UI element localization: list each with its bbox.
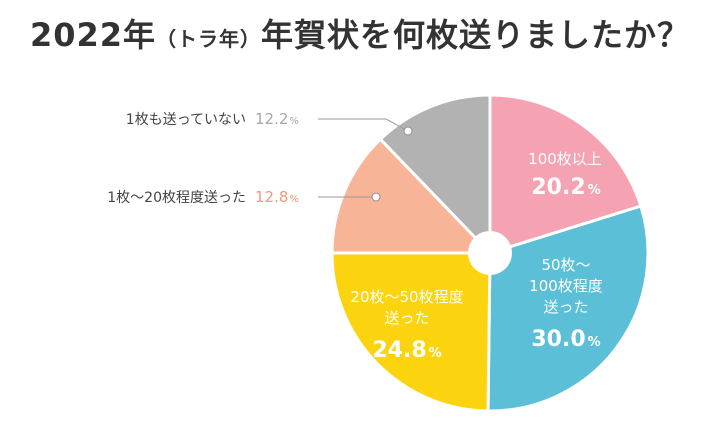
pie-slice-4 xyxy=(330,137,494,255)
leader-dot-5 xyxy=(403,126,413,136)
slice-label-3-line-2: 送った xyxy=(384,309,429,327)
pie-slice-2 xyxy=(486,204,650,413)
slice-label-4: 1枚〜20枚程度送った xyxy=(107,190,246,206)
title-paren: （トラ年） xyxy=(156,27,262,51)
pie-slice-1 xyxy=(488,93,643,256)
slice-value-4: 12.8% xyxy=(255,188,299,206)
leader-dot-4 xyxy=(371,192,381,202)
pie-slice-3 xyxy=(330,251,492,413)
slice-value-1: 20.2% xyxy=(531,175,600,200)
chart-title: 2022年（トラ年）年賀状を何枚送りましたか？ xyxy=(0,10,720,56)
slice-label-5: 1枚も送っていない xyxy=(126,112,246,128)
slice-value-2: 30.0% xyxy=(531,327,600,352)
slice-value-5: 12.2% xyxy=(255,110,299,128)
donut-hole xyxy=(468,231,512,275)
slice-label-2-line-1: 50枚〜 xyxy=(541,256,590,274)
slice-label-1-line-1: 100枚以上 xyxy=(528,150,602,168)
title-question: 年賀状を何枚送りましたか？ xyxy=(261,16,691,54)
slice-label-2-line-2: 100枚程度 xyxy=(529,277,603,295)
title-year: 2022年 xyxy=(29,16,157,54)
slice-value-3: 24.8% xyxy=(372,338,441,363)
slice-label-3-line-1: 20枚〜50枚程度 xyxy=(350,288,463,306)
leader-line-5 xyxy=(318,118,409,132)
slice-label-2-line-3: 送った xyxy=(543,298,588,316)
